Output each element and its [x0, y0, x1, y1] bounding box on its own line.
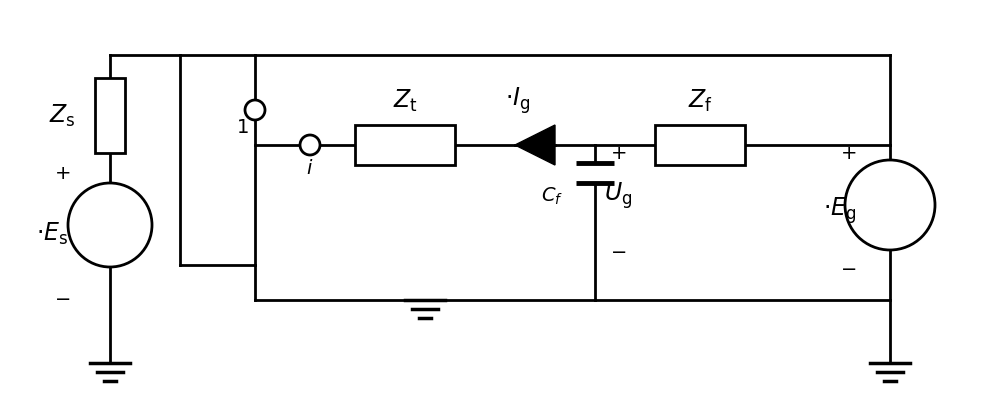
Bar	[655, 126, 745, 166]
Circle shape	[300, 136, 320, 156]
Text: $Z_\mathrm{s}$: $Z_\mathrm{s}$	[49, 102, 75, 129]
Circle shape	[245, 101, 265, 121]
Circle shape	[845, 161, 935, 250]
Text: $\cdot I_\mathrm{g}$: $\cdot I_\mathrm{g}$	[505, 85, 531, 116]
Bar	[95, 78, 125, 153]
Bar	[355, 126, 455, 166]
Text: $+$: $+$	[840, 145, 856, 162]
Circle shape	[68, 183, 152, 267]
Text: $i$: $i$	[306, 158, 314, 177]
Text: $-$: $-$	[610, 241, 626, 259]
Text: $+$: $+$	[610, 145, 626, 162]
Text: $Z_\mathrm{t}$: $Z_\mathrm{t}$	[393, 88, 417, 114]
Text: $U_\mathrm{g}$: $U_\mathrm{g}$	[604, 180, 632, 211]
Text: $1$: $1$	[236, 119, 248, 136]
Polygon shape	[515, 126, 555, 166]
Text: $-$: $-$	[840, 258, 856, 276]
Text: $Z_\mathrm{f}$: $Z_\mathrm{f}$	[688, 88, 712, 114]
Text: $\cdot E_\mathrm{g}$: $\cdot E_\mathrm{g}$	[823, 195, 857, 226]
Text: $C_f$: $C_f$	[541, 185, 563, 206]
Text: $-$: $-$	[54, 288, 70, 306]
Text: $+$: $+$	[54, 164, 70, 183]
Text: $\cdot E_\mathrm{s}$: $\cdot E_\mathrm{s}$	[36, 220, 68, 247]
